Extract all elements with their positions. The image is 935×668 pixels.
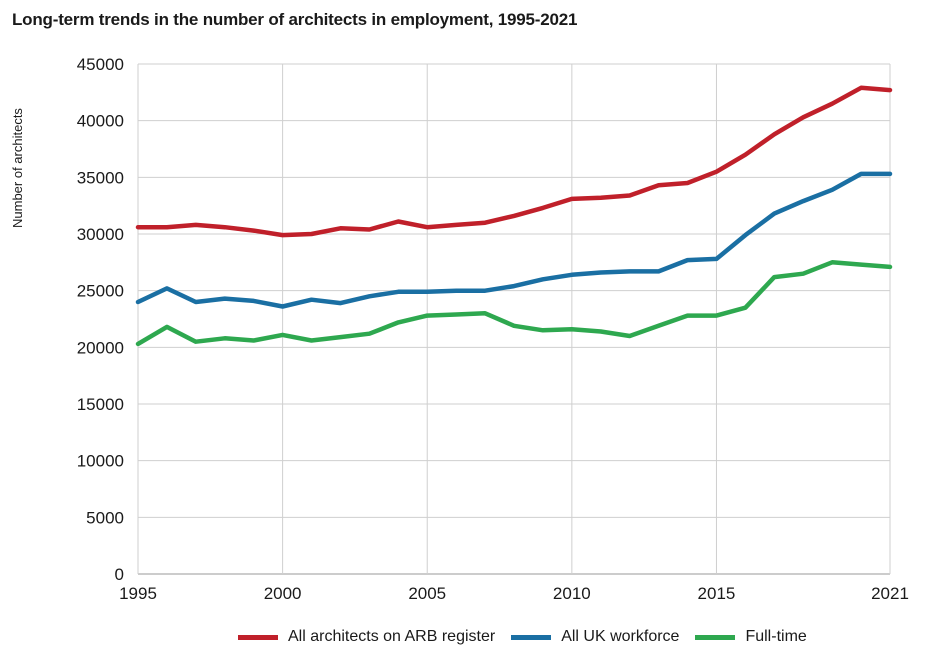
y-tick-label: 30000 — [77, 225, 124, 244]
legend-swatch-full-time — [695, 634, 736, 640]
x-tick-label: 2021 — [871, 584, 909, 603]
y-tick-labels: 0 5000 10000 15000 20000 25000 30000 35000 40000… — [77, 55, 124, 584]
x-tick-label: 1995 — [119, 584, 157, 603]
y-tick-label: 20000 — [77, 338, 124, 357]
series-line-2 — [135, 260, 893, 347]
legend-label-uk-workforce: All UK workforce — [561, 628, 680, 645]
series-lines — [135, 85, 893, 347]
legend-item-full-time: Full-time — [695, 628, 807, 646]
y-tick-label: 25000 — [77, 282, 124, 301]
x-tick-labels: 1995 2000 2005 2010 2015 2021 — [119, 584, 909, 603]
x-tick-label: 2010 — [553, 584, 591, 603]
legend-item-uk-workforce: All UK workforce — [511, 628, 679, 646]
legend-swatch-uk-workforce — [511, 634, 552, 640]
y-tick-label: 15000 — [77, 395, 124, 414]
series-line-1 — [135, 171, 893, 309]
series-line-0 — [135, 85, 893, 238]
y-tick-label: 35000 — [77, 168, 124, 187]
legend-swatch-arb — [238, 634, 278, 640]
legend-label-arb: All architects on ARB register — [288, 628, 496, 645]
legend: All architects on ARB register All UK wo… — [238, 628, 807, 646]
x-tick-label: 2005 — [408, 584, 446, 603]
y-tick-label: 0 — [115, 565, 124, 584]
y-tick-label: 40000 — [77, 112, 124, 131]
y-tick-label: 10000 — [77, 452, 124, 471]
y-tick-label: 5000 — [86, 508, 124, 527]
x-tick-label: 2015 — [698, 584, 736, 603]
y-tick-label: 45000 — [77, 55, 124, 74]
x-tick-label: 2000 — [264, 584, 302, 603]
chart-title: Long-term trends in the number of archit… — [12, 10, 578, 29]
grid-lines — [137, 63, 891, 575]
legend-item-arb: All architects on ARB register — [238, 628, 495, 646]
legend-label-full-time: Full-time — [745, 628, 807, 645]
